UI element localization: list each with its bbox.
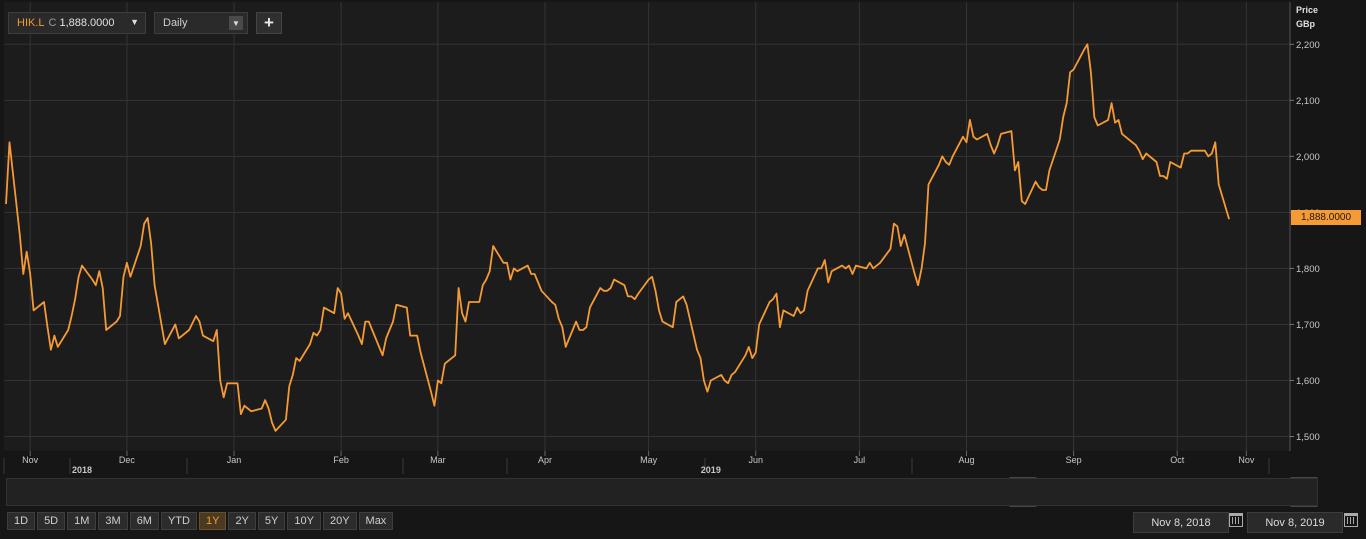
x-tick-label: Jun bbox=[748, 455, 763, 465]
y-tick-label: 1,700 bbox=[1296, 320, 1320, 331]
range-button-max[interactable]: Max bbox=[358, 512, 394, 530]
dropdown-arrow-icon[interactable]: ▼ bbox=[130, 17, 139, 27]
plot-area[interactable] bbox=[4, 2, 1290, 451]
chevron-down-icon[interactable]: ▼ bbox=[229, 16, 243, 30]
y-tick-label: 1,800 bbox=[1296, 264, 1320, 275]
x-tick-label: Dec bbox=[119, 455, 136, 465]
price-series-line bbox=[5, 43, 1230, 432]
y-tick-label: 1,500 bbox=[1296, 432, 1320, 443]
symbol-type: C bbox=[48, 17, 57, 29]
x-tick-label: Jan bbox=[227, 455, 242, 465]
x-tick-label: Nov bbox=[22, 455, 39, 465]
axis-title-unit: GBp bbox=[1296, 19, 1315, 29]
date-from-field[interactable]: Nov 8, 2018 bbox=[1133, 512, 1229, 533]
x-tick-label: Mar bbox=[430, 455, 446, 465]
y-tick-label: 2,200 bbox=[1296, 40, 1320, 51]
range-button-3m[interactable]: 3M bbox=[98, 512, 128, 530]
range-button-1y[interactable]: 1Y bbox=[198, 512, 227, 530]
x-year-label: 2018 bbox=[72, 465, 92, 475]
range-button-10y[interactable]: 10Y bbox=[287, 512, 321, 530]
x-tick-label: Sep bbox=[1066, 455, 1082, 465]
range-button-1d[interactable]: 1D bbox=[7, 512, 36, 530]
y-tick-label: 2,100 bbox=[1296, 96, 1320, 107]
x-tick-label: Jul bbox=[854, 455, 866, 465]
x-tick-label: Aug bbox=[958, 455, 974, 465]
last-price-flag: 1,888.0000 bbox=[1291, 210, 1361, 225]
x-tick-label: Oct bbox=[1170, 455, 1185, 465]
x-tick-label: Feb bbox=[333, 455, 349, 465]
x-year-label: 2019 bbox=[701, 465, 721, 475]
y-tick-label: 2,000 bbox=[1296, 152, 1320, 163]
interval-label: Daily bbox=[163, 17, 188, 29]
x-tick-label: Nov bbox=[1238, 455, 1255, 465]
range-button-5y[interactable]: 5Y bbox=[257, 512, 286, 530]
range-button-6m[interactable]: 6M bbox=[129, 512, 159, 530]
x-tick-label: Apr bbox=[538, 455, 552, 465]
calendar-icon[interactable] bbox=[1344, 513, 1358, 527]
chart-toolbar: HIK.L C 1,888.0000 ▼ Daily ▼ + bbox=[8, 11, 282, 35]
range-button-5d[interactable]: 5D bbox=[37, 512, 66, 530]
navigator[interactable] bbox=[6, 478, 1318, 506]
symbol-value: 1,888.0000 bbox=[59, 17, 115, 29]
price-axis-panel bbox=[1290, 2, 1366, 451]
y-tick-label: 1,600 bbox=[1296, 376, 1320, 387]
x-tick-label: May bbox=[640, 455, 658, 465]
date-to-field[interactable]: Nov 8, 2019 bbox=[1247, 512, 1343, 533]
range-button-ytd[interactable]: YTD bbox=[160, 512, 197, 530]
range-button-2y[interactable]: 2Y bbox=[228, 512, 256, 530]
range-button-20y[interactable]: 20Y bbox=[322, 512, 357, 530]
range-buttons: 1D 5D 1M 3M 6M YTD 1Y 2Y 5Y 10Y 20Y Max bbox=[7, 512, 394, 530]
interval-select[interactable]: Daily ▼ bbox=[154, 12, 248, 34]
axis-title-price: Price bbox=[1296, 5, 1319, 15]
add-series-button[interactable]: + bbox=[256, 12, 282, 34]
symbol-code: HIK.L bbox=[17, 17, 45, 29]
symbol-selector[interactable]: HIK.L C 1,888.0000 ▼ bbox=[8, 12, 146, 34]
range-button-1m[interactable]: 1M bbox=[67, 512, 97, 530]
calendar-icon[interactable] bbox=[1229, 513, 1243, 527]
